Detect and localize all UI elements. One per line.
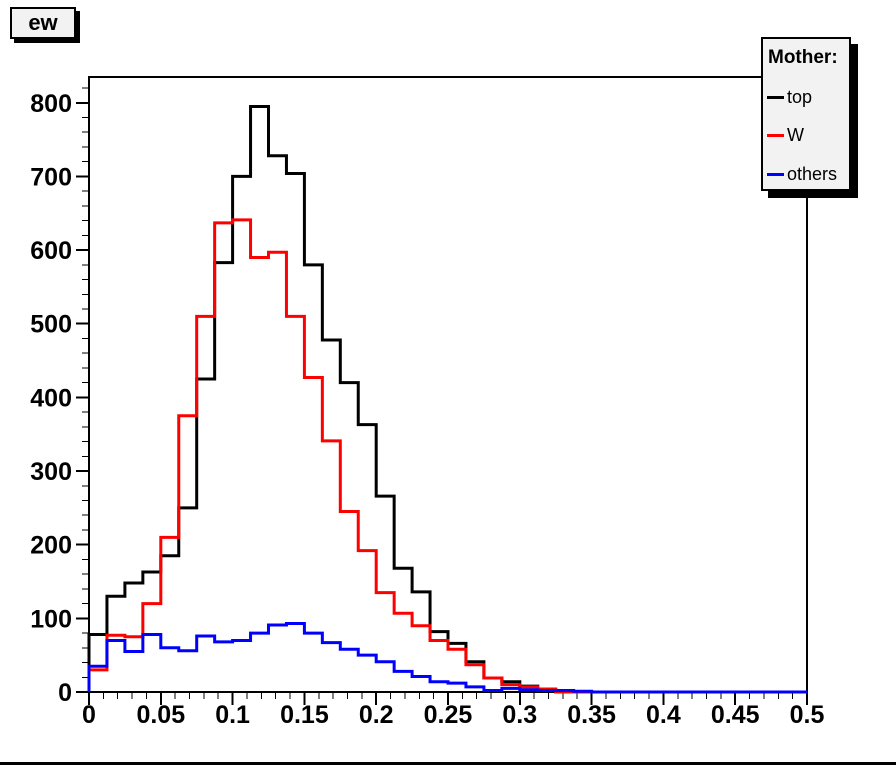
x-tick-label: 0.15 [280, 701, 329, 729]
y-tick-label: 100 [30, 605, 72, 633]
x-tick-label: 0.45 [711, 701, 760, 729]
series-others [87, 622, 807, 694]
legend-title: Mother: [768, 47, 838, 68]
y-tick-label: 300 [30, 458, 72, 486]
y-tick-label: 800 [30, 90, 72, 118]
x-tick-label: 0.05 [136, 701, 185, 729]
legend-sample-line [767, 95, 784, 99]
x-tick-label: 0.4 [646, 701, 681, 729]
legend-entry-label: others [787, 163, 838, 184]
legend-sample-line [767, 172, 784, 176]
x-tick-label: 0.3 [502, 701, 537, 729]
y-tick-label: 400 [30, 384, 72, 412]
x-tick-label: 0.2 [359, 701, 394, 729]
x-tick-label: 0.1 [215, 701, 250, 729]
y-tick-label: 500 [30, 311, 72, 339]
legend-sample-line [767, 134, 784, 137]
legend-entry-top: top [767, 85, 812, 109]
legend-entry-others: others [767, 162, 837, 186]
plot-title: ew [28, 10, 58, 35]
x-tick-label: 0.25 [424, 701, 473, 729]
canvas-bottom-border [0, 762, 896, 765]
y-tick-label: 700 [30, 163, 72, 191]
legend-entry-label: top [787, 86, 813, 107]
x-tick-label: 0.35 [567, 701, 616, 729]
y-tick-label: 600 [30, 237, 72, 265]
legend-entry-W: W [767, 124, 804, 148]
y-tick-label: 0 [58, 679, 72, 707]
title-box: ew [10, 7, 76, 39]
legend-entry-label: W [787, 125, 804, 145]
x-tick-label: 0.5 [790, 701, 825, 729]
y-tick-label: 200 [30, 532, 72, 560]
x-tick-label: 0 [82, 701, 96, 729]
